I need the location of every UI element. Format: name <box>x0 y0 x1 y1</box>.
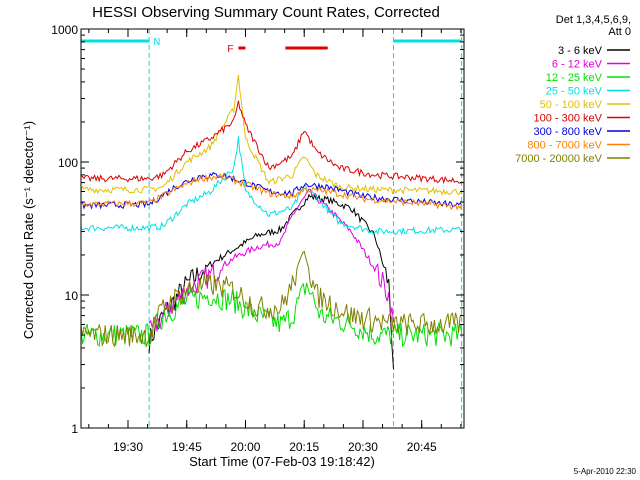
series-line-3 <box>80 136 463 236</box>
legend-label-6: 300 - 800 keV <box>534 126 603 138</box>
legend-header-0: Det 1,3,4,5,6,9, <box>556 14 631 26</box>
x-axis-label: Start Time (07-Feb-03 19:18:42) <box>189 454 375 469</box>
y-axis: 1 10 100 1000 <box>51 23 464 436</box>
series-line-5 <box>80 100 462 185</box>
legend-header-1: Att 0 <box>608 26 631 38</box>
series-lines <box>80 74 463 370</box>
x-tick-label-0: 19:30 <box>113 440 143 454</box>
legend-label-3: 25 - 50 keV <box>546 86 603 98</box>
night-annotations: N <box>81 29 463 428</box>
flare-annotations: F <box>227 44 328 55</box>
x-axis: 19:30 19:45 20:00 20:15 20:30 20:45 <box>88 29 462 454</box>
legend-label-4: 50 - 100 keV <box>540 99 603 111</box>
legend-label-5: 100 - 300 keV <box>534 113 603 125</box>
y-tick-label-2: 100 <box>58 156 78 170</box>
series-line-0 <box>148 193 394 370</box>
chart-title: HESSI Observing Summary Count Rates, Cor… <box>92 4 440 21</box>
legend: Det 1,3,4,5,6,9,Att 0 3 - 6 keV 6 - 12 keV… <box>515 14 631 165</box>
x-tick-label-2: 20:00 <box>230 440 260 454</box>
x-tick-label-1: 19:45 <box>172 440 202 454</box>
series-line-7 <box>80 172 463 211</box>
y-tick-label-1: 10 <box>65 289 79 303</box>
x-tick-label-4: 20:30 <box>348 440 378 454</box>
plot-frame <box>80 28 465 429</box>
y-tick-label-3: 1000 <box>51 23 78 37</box>
x-tick-label-3: 20:15 <box>289 440 319 454</box>
series-line-1 <box>148 188 394 332</box>
night-label: N <box>153 37 160 48</box>
legend-label-7: 800 - 7000 keV <box>527 140 602 152</box>
flare-label: F <box>227 44 233 55</box>
series-line-4 <box>80 74 463 196</box>
x-tick-label-5: 20:45 <box>407 440 437 454</box>
y-tick-label-0: 1 <box>71 422 78 436</box>
legend-label-2: 12 - 25 keV <box>546 72 603 84</box>
legend-label-8: 7000 - 20000 keV <box>515 153 603 165</box>
legend-label-0: 3 - 6 keV <box>558 45 603 57</box>
y-axis-label: Corrected Count Rate (s⁻¹ detector⁻¹) <box>21 121 36 339</box>
footer-date: 5-Apr-2010 22:30 <box>574 467 637 476</box>
legend-label-1: 6 - 12 keV <box>552 59 603 71</box>
series-line-8 <box>80 250 463 349</box>
